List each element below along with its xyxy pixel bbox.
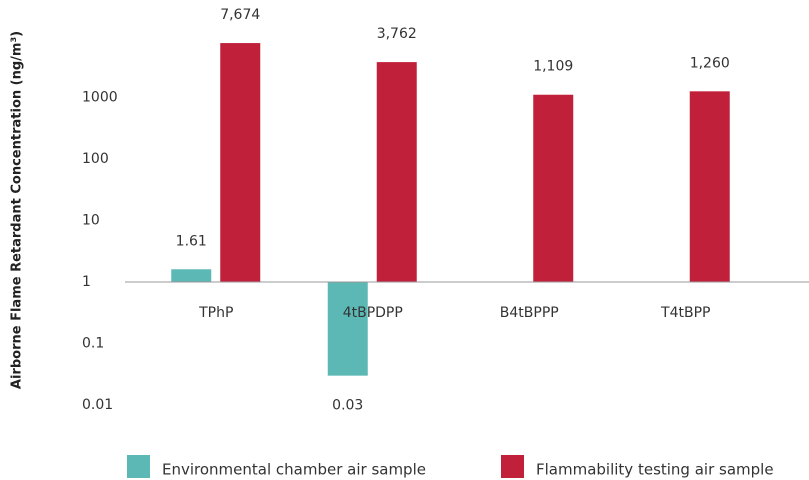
legend-label: Environmental chamber air sample	[162, 461, 426, 479]
y-tick-label: 1	[82, 274, 91, 290]
y-tick-label: 100	[82, 151, 109, 167]
value-label: 1,260	[690, 55, 730, 71]
y-tick-label: 0.1	[82, 336, 104, 352]
x-tick-label: 4tBPDPP	[343, 305, 403, 321]
x-tick-label: T4tBPP	[660, 305, 710, 321]
bar	[220, 43, 261, 282]
value-label: 1,109	[533, 59, 573, 75]
bar	[533, 94, 574, 282]
bar	[376, 62, 417, 283]
y-axis-title: Airborne Flame Retardant Concentration (…	[10, 31, 25, 389]
bar	[689, 91, 730, 282]
value-label: 0.03	[332, 398, 363, 414]
legend-swatch	[501, 455, 524, 478]
bar	[327, 282, 368, 376]
y-tick-label: 0.01	[82, 397, 113, 413]
value-label: 1.61	[176, 233, 207, 249]
y-tick-label: 1000	[82, 90, 118, 106]
x-tick-label: TPhP	[198, 305, 233, 321]
value-label: 3,762	[377, 26, 417, 42]
x-tick-label: B4tBPPP	[500, 305, 559, 321]
bar	[171, 269, 212, 282]
legend-label: Flammability testing air sample	[536, 461, 774, 479]
value-label: 7,674	[220, 7, 260, 23]
legend-swatch	[127, 455, 150, 478]
y-tick-label: 10	[82, 213, 100, 229]
